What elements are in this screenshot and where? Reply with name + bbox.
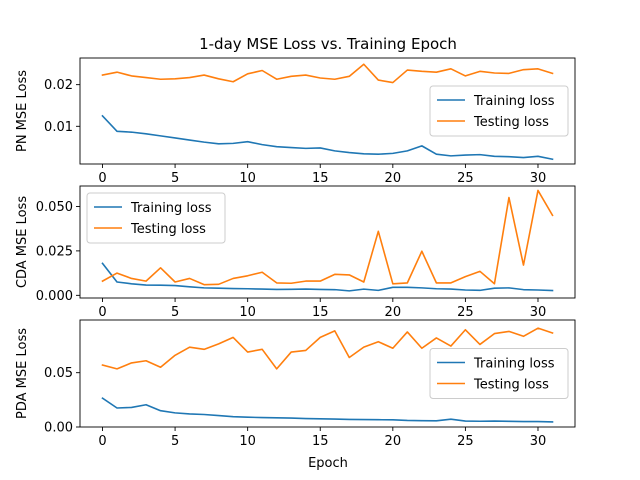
- x-axis-label: Epoch: [308, 456, 348, 471]
- subplot-panels: 0 5 10 15 20 25 30 0.01 0.02 PN MSE Loss Training …: [15, 57, 576, 449]
- legend-label-testing: Testing loss: [130, 222, 206, 237]
- figure-title: 1-day MSE Loss vs. Training Epoch: [199, 35, 457, 53]
- x-tick-label: 25: [457, 434, 474, 449]
- y-tick-label: 0.025: [36, 244, 73, 259]
- x-tick-label: 25: [457, 171, 474, 186]
- legend: Training loss Testing loss: [429, 85, 569, 137]
- axes-frame: [79, 319, 576, 428]
- x-tick-label: 20: [385, 171, 402, 186]
- legend-box: [86, 192, 226, 244]
- x-tick-label: 0: [98, 305, 106, 320]
- x-tick-label: 5: [171, 434, 179, 449]
- legend-label-training: Training loss: [473, 94, 555, 109]
- x-tick-label: 0: [98, 434, 106, 449]
- x-tick-label: 15: [312, 305, 329, 320]
- subplot-3: 0 5 10 15 20 25 30 0.00 0.05 PDA MSE Loss Training…: [15, 319, 576, 449]
- legend-box: [429, 348, 569, 399]
- x-tick-label: 20: [385, 305, 402, 320]
- x-tick-label: 5: [171, 305, 179, 320]
- legend: Training loss Testing loss: [86, 192, 226, 244]
- y-tick-label: 0.01: [44, 120, 73, 135]
- series-line-testing: [101, 63, 554, 84]
- series-line-training: [101, 262, 554, 292]
- series-line-training: [101, 114, 554, 161]
- y-axis-label: CDA MSE Loss: [15, 196, 30, 288]
- legend-label-testing: Testing loss: [473, 378, 549, 393]
- x-tick-label: 0: [98, 171, 106, 186]
- series-line-training: [101, 397, 554, 423]
- y-tick-label: 0.00: [44, 421, 73, 436]
- legend-label-testing: Testing loss: [473, 115, 549, 130]
- y-tick-label: 0.05: [44, 366, 73, 381]
- axes-frame: [79, 57, 576, 165]
- series-line-testing: [101, 189, 554, 286]
- x-tick-label: 15: [312, 434, 329, 449]
- x-tick-label: 15: [312, 171, 329, 186]
- x-tick-label: 5: [171, 171, 179, 186]
- x-tick-label: 30: [530, 305, 547, 320]
- legend-label-training: Training loss: [130, 201, 212, 216]
- y-tick-label: 0.02: [44, 78, 73, 93]
- subplot-2: 0 5 10 15 20 25 30 0.000 0.025 0.050 CDA MSE Loss T…: [15, 185, 576, 320]
- series-line-testing: [101, 327, 554, 370]
- legend-box: [429, 85, 569, 137]
- y-axis-label: PDA MSE Loss: [15, 328, 30, 419]
- legend: Training loss Testing loss: [429, 348, 569, 399]
- y-tick-label: 0.000: [36, 289, 73, 304]
- x-tick-label: 10: [239, 305, 256, 320]
- x-tick-label: 30: [530, 171, 547, 186]
- axes-frame: [79, 185, 576, 299]
- legend-label-training: Training loss: [473, 357, 555, 372]
- x-tick-label: 10: [239, 434, 256, 449]
- y-tick-label: 0.050: [36, 200, 73, 215]
- x-tick-label: 10: [239, 171, 256, 186]
- subplot-1: 0 5 10 15 20 25 30 0.01 0.02 PN MSE Loss Training …: [15, 57, 576, 186]
- x-tick-label: 20: [385, 434, 402, 449]
- x-tick-label: 25: [457, 305, 474, 320]
- x-tick-label: 30: [530, 434, 547, 449]
- y-axis-label: PN MSE Loss: [15, 70, 30, 152]
